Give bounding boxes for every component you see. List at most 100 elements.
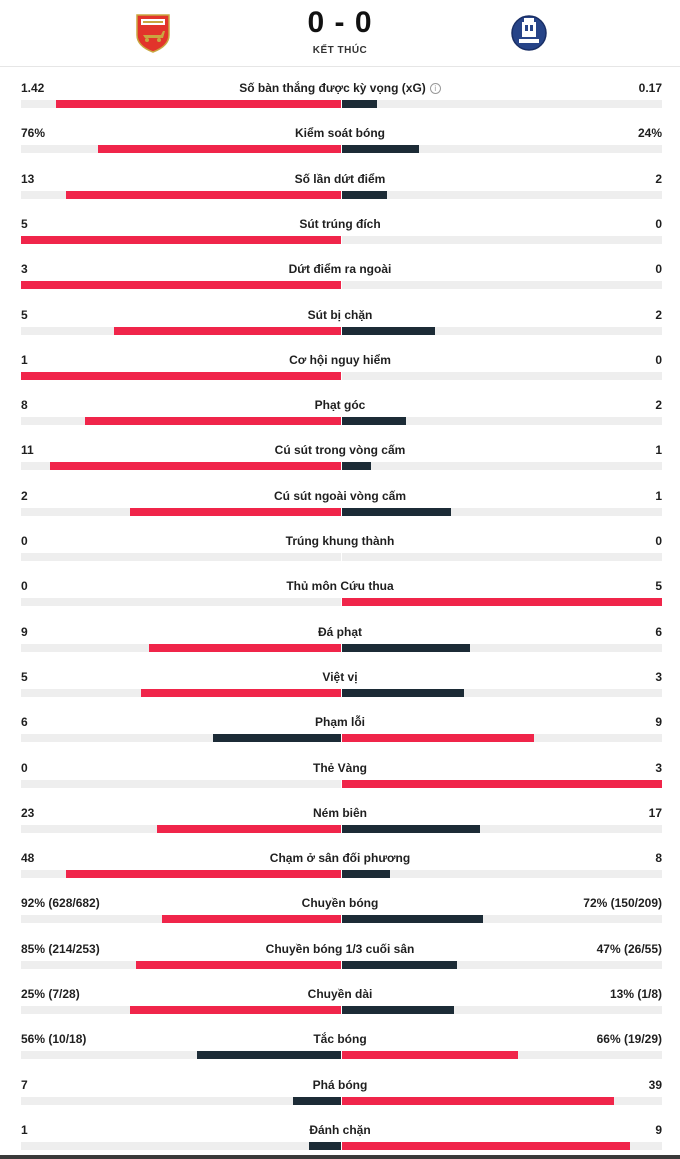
home-value: 5: [21, 217, 28, 231]
away-bar-fill: [342, 1051, 518, 1059]
stat-row: 1.42 Số bàn thắng được kỳ vọng (xG) i 0.17: [0, 81, 680, 126]
stat-row: 5 Việt vị 3: [0, 670, 680, 715]
stat-row: 0 Thẻ Vàng 3: [0, 761, 680, 806]
stat-name: Sút trúng đích: [190, 217, 490, 231]
home-bar-fill: [21, 281, 341, 289]
stat-name-text: Sút trúng đích: [299, 217, 381, 231]
away-bar-track: [342, 825, 662, 833]
home-bar-track: [21, 915, 341, 923]
home-bar-fill: [130, 508, 341, 516]
away-bar-track: [342, 734, 662, 742]
home-value: 13: [21, 172, 35, 186]
stat-name: Cơ hội nguy hiểm: [190, 353, 490, 367]
away-bar-track: [342, 644, 662, 652]
away-bar-track: [342, 236, 662, 244]
away-bar-fill: [342, 1142, 630, 1150]
home-bar-fill: [157, 825, 341, 833]
bottom-scrollbar[interactable]: [0, 1155, 680, 1159]
away-bar-track: [342, 281, 662, 289]
stat-name: Việt vị: [190, 670, 490, 684]
home-bar-fill: [50, 462, 341, 470]
away-bar-fill: [342, 598, 662, 606]
away-bar-track: [342, 508, 662, 516]
home-bar-track: [21, 780, 341, 788]
away-bar-fill: [342, 1097, 614, 1105]
away-value: 24%: [637, 126, 662, 140]
away-value: 3: [655, 761, 662, 775]
home-value: 11: [21, 443, 34, 457]
away-bar-fill: [342, 644, 470, 652]
away-bar-track: [342, 598, 662, 606]
away-bar-track: [342, 553, 662, 561]
home-value: 8: [21, 398, 28, 412]
away-bar-track: [342, 1142, 662, 1150]
away-bar-fill: [342, 508, 451, 516]
match-header: 0 - 0 KẾT THÚC: [0, 0, 680, 64]
home-bar-track: [21, 145, 341, 153]
stat-name: Đá phạt: [190, 625, 490, 639]
home-value: 56% (10/18): [21, 1032, 87, 1046]
home-bar-track: [21, 462, 341, 470]
home-bar-track: [21, 961, 341, 969]
away-bar-track: [342, 870, 662, 878]
stat-row: 85% (214/253) Chuyền bóng 1/3 cuối sân 47%…: [0, 942, 680, 987]
away-bar-track: [342, 915, 662, 923]
home-value: 1: [21, 353, 28, 367]
header-divider: [0, 66, 680, 67]
home-bar-fill: [197, 1051, 341, 1059]
stat-name: Phạt góc: [190, 398, 490, 412]
stat-name: Phá bóng: [190, 1078, 490, 1092]
home-value: 0: [21, 761, 28, 775]
away-bar-track: [342, 1051, 662, 1059]
home-bar-fill: [141, 689, 341, 697]
home-bar-fill: [66, 870, 341, 878]
away-bar-fill: [342, 915, 483, 923]
away-value: 6: [655, 625, 662, 639]
stat-name-text: Kiểm soát bóng: [294, 126, 385, 140]
away-value: 47% (26/55): [596, 942, 662, 956]
home-bar-track: [21, 734, 341, 742]
home-bar-track: [21, 236, 341, 244]
home-bar-fill: [136, 961, 341, 969]
home-value: 0: [21, 534, 28, 548]
info-icon[interactable]: i: [429, 83, 441, 94]
everton-crest-icon[interactable]: [510, 13, 548, 53]
home-bar-fill: [85, 417, 341, 425]
stat-name: Số lần dứt điểm: [190, 172, 490, 186]
away-value: 66% (19/29): [596, 1032, 662, 1046]
stat-row: 76% Kiểm soát bóng 24%: [0, 126, 680, 171]
home-bar-track: [21, 372, 341, 380]
away-value: 3: [655, 670, 662, 684]
stat-name-text: Cú sút trong vòng cấm: [274, 443, 406, 457]
stat-name: Chạm ở sân đối phương: [190, 851, 490, 865]
stat-name: Kiểm soát bóng: [190, 126, 490, 140]
stat-name-text: Chuyền bóng 1/3 cuối sân: [265, 942, 415, 956]
stat-row: 3 Dứt điểm ra ngoài 0: [0, 262, 680, 307]
home-bar-track: [21, 191, 341, 199]
arsenal-crest-icon[interactable]: [134, 13, 172, 53]
home-bar-fill: [98, 145, 341, 153]
stat-row: 56% (10/18) Tắc bóng 66% (19/29): [0, 1032, 680, 1077]
stat-name-text: Phạt góc: [314, 398, 366, 412]
stat-row: 7 Phá bóng 39: [0, 1078, 680, 1123]
home-bar-track: [21, 100, 341, 108]
stat-name-text: Phạm lỗi: [314, 715, 365, 729]
away-bar-fill: [342, 100, 377, 108]
away-bar-track: [342, 1097, 662, 1105]
stat-name: Tắc bóng: [190, 1032, 490, 1046]
away-value: 2: [655, 308, 662, 322]
home-bar-track: [21, 598, 341, 606]
stat-name-text: Đá phạt: [317, 625, 362, 639]
away-bar-track: [342, 1006, 662, 1014]
away-value: 0: [655, 353, 662, 367]
stat-row: 9 Đá phạt 6: [0, 625, 680, 670]
away-value: 13% (1/8): [609, 987, 662, 1001]
stat-name: Sút bị chặn: [190, 308, 490, 322]
stat-row: 1 Cơ hội nguy hiểm 0: [0, 353, 680, 398]
away-value: 2: [655, 398, 662, 412]
away-bar-fill: [342, 870, 390, 878]
home-bar-track: [21, 1097, 341, 1105]
away-value: 0: [655, 262, 662, 276]
stat-name-text: Ném biên: [312, 806, 367, 820]
home-bar-fill: [56, 100, 341, 108]
